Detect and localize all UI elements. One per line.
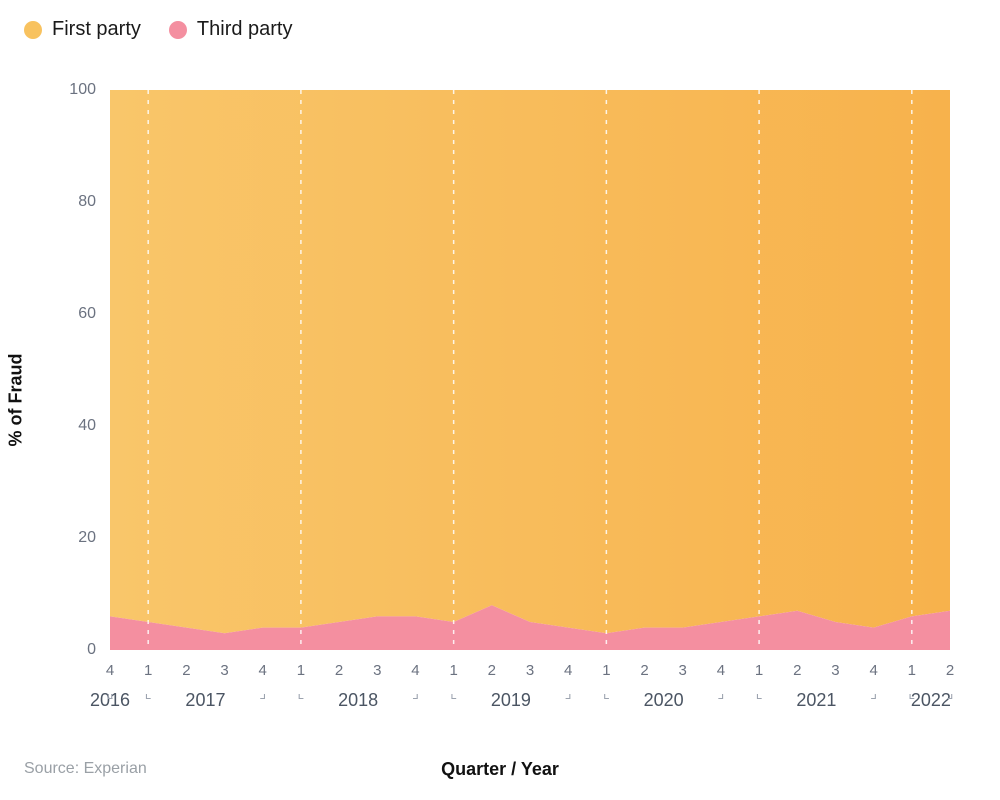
quarter-label: 1 (297, 662, 305, 679)
y-tick-label: 0 (87, 641, 110, 659)
chart-container: First party Third party % of Fraud 02040… (0, 0, 1000, 800)
year-label: 2019 (491, 690, 531, 711)
quarter-label: 1 (144, 662, 152, 679)
x-axis-label: Quarter / Year (441, 759, 559, 780)
area-first-party (110, 90, 950, 633)
source-text: Source: Experian (24, 760, 147, 778)
year-label: 2018 (338, 690, 378, 711)
year-bracket-right: ⌟ (717, 684, 724, 702)
y-tick-label: 100 (69, 81, 110, 99)
quarter-label: 4 (869, 662, 877, 679)
year-bracket-right: ⌟ (259, 684, 266, 702)
y-tick-label: 80 (78, 193, 110, 211)
legend: First party Third party (24, 18, 293, 41)
area-chart: 020406080100 41234123412341234123412 201… (110, 90, 950, 650)
year-bracket-right: ⌟ (870, 684, 877, 702)
year-bracket-right: ⌟ (946, 684, 953, 702)
quarter-label: 3 (220, 662, 228, 679)
quarter-label: 1 (602, 662, 610, 679)
legend-label-first-party: First party (52, 18, 141, 41)
legend-swatch-third-party (169, 21, 187, 39)
year-label: 2022 (911, 690, 951, 711)
legend-swatch-first-party (24, 21, 42, 39)
quarter-label: 3 (679, 662, 687, 679)
year-bracket-right: ⌟ (106, 684, 113, 702)
quarter-label: 2 (640, 662, 648, 679)
quarter-label: 3 (373, 662, 381, 679)
legend-item-third-party: Third party (169, 18, 293, 41)
quarter-label: 2 (335, 662, 343, 679)
y-tick-label: 20 (78, 529, 110, 547)
quarter-label: 4 (106, 662, 114, 679)
quarter-label: 3 (831, 662, 839, 679)
year-bracket-left: ⌞ (603, 684, 610, 702)
y-axis-label: % of Fraud (6, 354, 27, 447)
quarter-label: 2 (946, 662, 954, 679)
y-tick-label: 40 (78, 417, 110, 435)
year-label: 2017 (185, 690, 225, 711)
legend-label-third-party: Third party (197, 18, 293, 41)
quarter-label: 1 (908, 662, 916, 679)
y-tick-label: 60 (78, 305, 110, 323)
year-bracket-right: ⌟ (565, 684, 572, 702)
year-bracket-left: ⌞ (908, 684, 915, 702)
year-bracket-left: ⌞ (756, 684, 763, 702)
year-bracket-left: ⌞ (450, 684, 457, 702)
year-label: 2021 (796, 690, 836, 711)
year-bracket-left: ⌞ (297, 684, 304, 702)
chart-svg (110, 90, 950, 650)
legend-item-first-party: First party (24, 18, 141, 41)
quarter-label: 2 (793, 662, 801, 679)
quarter-label: 2 (182, 662, 190, 679)
quarter-label: 4 (717, 662, 725, 679)
quarter-label: 4 (259, 662, 267, 679)
quarter-label: 2 (488, 662, 496, 679)
quarter-label: 1 (755, 662, 763, 679)
year-bracket-right: ⌟ (412, 684, 419, 702)
quarter-label: 1 (449, 662, 457, 679)
year-label: 2020 (644, 690, 684, 711)
quarter-label: 3 (526, 662, 534, 679)
quarter-label: 4 (411, 662, 419, 679)
year-bracket-left: ⌞ (145, 684, 152, 702)
quarter-label: 4 (564, 662, 572, 679)
